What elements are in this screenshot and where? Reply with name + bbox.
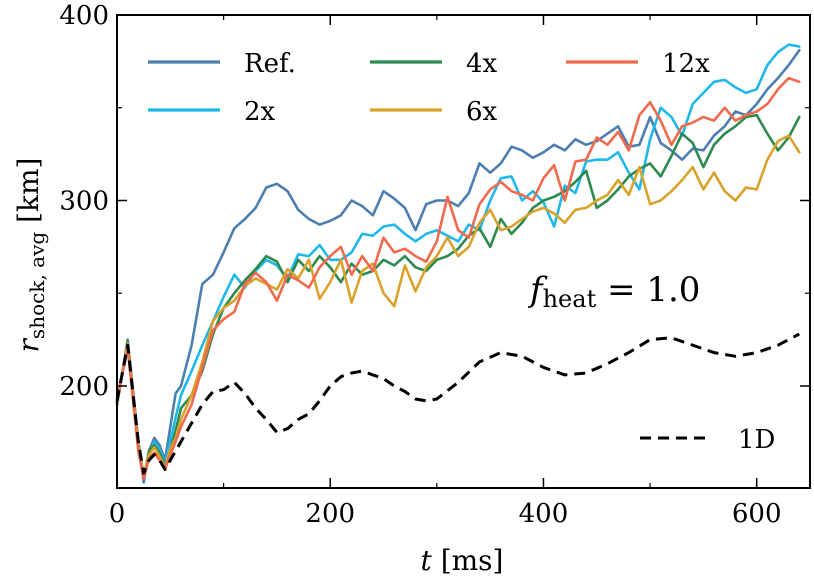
legend-label-ref: Ref. bbox=[244, 49, 296, 79]
y-tick-label: 300 bbox=[59, 186, 109, 216]
series-layer bbox=[115, 43, 801, 484]
x-axis-unit: [ms] bbox=[441, 544, 504, 577]
x-tick-label: 200 bbox=[305, 499, 355, 529]
legend-label-1d: 1D bbox=[738, 425, 775, 455]
series-line-2x bbox=[115, 43, 801, 477]
ticks-layer: 0 200 400 600 200 300 400 bbox=[59, 1, 810, 529]
legend-label-2x: 2x bbox=[244, 97, 276, 127]
x-axis-label: t [ms] bbox=[421, 544, 504, 577]
legend: Ref. 2x 4x 6x 12x 1D bbox=[148, 49, 775, 455]
x-tick-label: 0 bbox=[109, 499, 126, 529]
legend-label-6x: 6x bbox=[466, 97, 498, 127]
legend-label-12x: 12x bbox=[662, 49, 710, 79]
annotation-sub: heat bbox=[543, 285, 597, 313]
y-axis-sub: shock, avg bbox=[25, 232, 49, 339]
series-line-12x bbox=[115, 76, 801, 481]
x-tick-label: 400 bbox=[519, 499, 569, 529]
heat-annotation: fheat = 1.0 bbox=[527, 270, 700, 313]
series-line-ref bbox=[115, 48, 801, 484]
y-axis-var: r bbox=[12, 337, 45, 352]
series-line-1d bbox=[115, 332, 800, 475]
y-axis-unit: [km] bbox=[12, 158, 45, 223]
legend-label-4x: 4x bbox=[466, 49, 498, 79]
y-axis-label: rshock, avg [km] bbox=[12, 158, 49, 353]
y-tick-label: 200 bbox=[59, 372, 109, 402]
x-tick-label: 600 bbox=[732, 499, 782, 529]
annotation-rest: = 1.0 bbox=[596, 270, 700, 310]
plot-frame bbox=[116, 14, 811, 489]
y-tick-label: 400 bbox=[59, 1, 109, 31]
x-axis-var: t bbox=[421, 544, 433, 577]
series-line-6x bbox=[115, 134, 801, 479]
